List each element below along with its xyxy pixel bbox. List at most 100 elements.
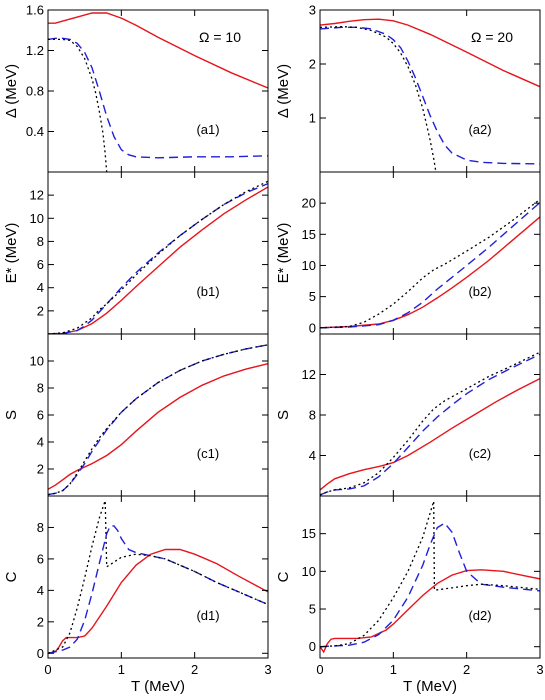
panel-a2: 1 2 3 Δ (MeV) (a2) Ω = 20 (275, 3, 541, 173)
y-tick-label: 10 (30, 211, 44, 226)
series-line-solid (48, 548, 268, 654)
y-tick-label: 15 (302, 227, 316, 242)
plot-frame (319, 333, 541, 497)
y-tick-label: 10 (302, 564, 316, 579)
series-line-dashed (48, 37, 268, 159)
series-line-dashed (320, 26, 540, 165)
y-tick-label: 4 (37, 583, 44, 598)
x-tick-label: 0 (316, 662, 323, 677)
series-line-dashed (320, 522, 540, 648)
y-tick-label: 8 (309, 408, 316, 423)
y-axis-label: E* (MeV) (275, 223, 292, 284)
plot-frame (319, 171, 541, 335)
y-axis-label: E* (MeV) (3, 223, 20, 284)
y-tick-label: 1.2 (26, 43, 44, 58)
y-tick-label: 2 (37, 462, 44, 477)
series-line-solid (320, 377, 540, 491)
panel-label: (d1) (196, 608, 219, 623)
y-tick-label: 2 (309, 57, 316, 72)
x-tick-label: 3 (264, 662, 271, 677)
panel-d2: 0 1 2 3 T (MeV) 0 5 10 15 C (d2) (275, 495, 544, 695)
y-axis-label: C (3, 571, 20, 582)
panel-label: (d2) (468, 608, 491, 623)
series-line-dashed (48, 525, 268, 654)
y-tick-label: 5 (309, 289, 316, 304)
y-tick-label: 4 (37, 435, 44, 450)
y-axis-label: S (3, 410, 20, 420)
y-tick-label: 8 (37, 520, 44, 535)
plot-frame (319, 495, 541, 659)
series-line-solid (48, 186, 268, 334)
plot-frame (47, 495, 269, 659)
series-line-dashed (320, 353, 540, 496)
y-tick-label: 6 (37, 257, 44, 272)
panel-d1: 0 1 2 3 T (MeV) 0 2 4 6 8 C (d1) (3, 495, 272, 695)
y-tick-label: 15 (302, 526, 316, 541)
y-tick-label: 4 (37, 280, 44, 295)
y-tick-label: 8 (37, 234, 44, 249)
omega-annotation: Ω = 20 (471, 29, 513, 45)
series-line-solid (320, 18, 540, 88)
x-tick-label: 3 (536, 662, 543, 677)
x-tick-label: 1 (118, 662, 125, 677)
x-axis-label: T (MeV) (131, 678, 185, 695)
y-tick-label: 3 (309, 3, 316, 18)
y-tick-label: 5 (309, 602, 316, 617)
series-line-dotted (48, 180, 268, 334)
series-line-dotted (320, 351, 540, 496)
y-tick-label: 20 (302, 196, 316, 211)
series-line-dotted (48, 38, 108, 172)
y-tick-label: 2 (37, 614, 44, 629)
series-line-solid (48, 12, 268, 89)
series-line-solid (320, 569, 540, 654)
panel-b1: 2 4 6 8 10 12 E* (MeV) (b1) (3, 171, 269, 335)
y-tick-label: 2 (37, 303, 44, 318)
panel-label: (b2) (468, 284, 491, 299)
y-tick-label: 1 (309, 111, 316, 126)
y-tick-label: 8 (37, 381, 44, 396)
y-axis-label: Δ (MeV) (275, 64, 292, 118)
y-tick-label: 12 (30, 188, 44, 203)
panel-label: (b1) (196, 284, 219, 299)
y-axis-label: S (275, 410, 292, 420)
y-tick-label: 10 (302, 258, 316, 273)
panel-label: (c2) (469, 446, 491, 461)
omega-annotation: Ω = 10 (199, 29, 241, 45)
y-tick-label: 6 (37, 551, 44, 566)
panel-c1: 2 4 6 8 10 S (c1) (3, 333, 269, 497)
x-tick-label: 1 (390, 662, 397, 677)
x-tick-label: 2 (463, 662, 470, 677)
series-line-solid (48, 363, 268, 490)
y-tick-label: 4 (309, 448, 316, 463)
y-tick-label: 12 (302, 367, 316, 382)
panel-b2: 0 5 10 15 20 E* (MeV) (b2) (275, 171, 541, 335)
y-tick-label: 0 (309, 320, 316, 335)
panel-label: (a2) (468, 122, 491, 137)
y-tick-label: 1.6 (26, 3, 44, 18)
series-line-solid (320, 216, 540, 329)
x-tick-label: 2 (191, 662, 198, 677)
panel-a1: 0.4 0.8 1.2 1.6 Δ (MeV) (a1) Ω = 10 (3, 3, 269, 173)
x-tick-label: 0 (44, 662, 51, 677)
plot-frame (47, 333, 269, 497)
panel-label: (c1) (197, 446, 219, 461)
y-axis-label: C (275, 571, 292, 582)
y-tick-label: 10 (30, 354, 44, 369)
y-tick-label: 0.8 (26, 84, 44, 99)
series-line-dashed (48, 182, 268, 334)
y-tick-label: 0 (309, 639, 316, 654)
series-line-dotted (320, 26, 437, 172)
x-axis-label: T (MeV) (403, 678, 457, 695)
series-line-dotted (320, 501, 540, 648)
series-line-dashed (48, 344, 268, 496)
y-tick-label: 0 (37, 646, 44, 661)
panel-label: (a1) (196, 122, 219, 137)
y-axis-label: Δ (MeV) (3, 64, 20, 118)
y-tick-label: 0.4 (26, 124, 44, 139)
series-line-dotted (320, 198, 540, 329)
y-tick-label: 6 (37, 408, 44, 423)
series-line-dotted (48, 344, 268, 496)
series-line-dashed (320, 201, 540, 329)
panel-c2: 4 8 12 S (c2) (275, 333, 541, 497)
